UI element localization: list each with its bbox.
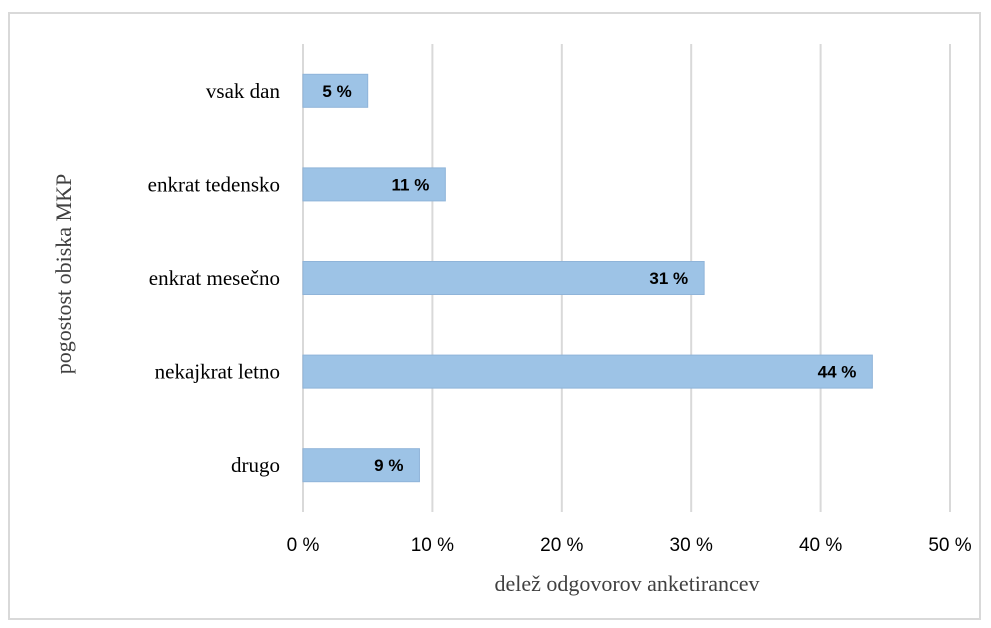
gridlines <box>302 44 951 512</box>
data-label: 31 % <box>649 269 688 288</box>
bar <box>302 167 446 202</box>
category-labels: vsak dan enkrat tedensko enkrat mesečno nek… <box>148 79 281 477</box>
bar <box>302 354 873 389</box>
x-tick-label: 50 % <box>928 535 971 556</box>
x-tick-label: 30 % <box>670 535 713 556</box>
bars <box>302 73 873 483</box>
data-label: 44 % <box>818 363 857 382</box>
x-tick-labels: 0 % 10 % 20 % 30 % 40 % 50 % <box>287 535 972 556</box>
category-label: drugo <box>231 453 280 477</box>
data-labels: 5 % 11 % 31 % 44 % 9 % <box>322 82 856 475</box>
bar <box>302 448 420 483</box>
bar <box>302 73 369 108</box>
data-label: 11 % <box>392 175 430 194</box>
x-tick-label: 20 % <box>540 535 583 556</box>
x-axis-title: delež odgovorov anketirancev <box>494 571 759 596</box>
x-tick-label: 40 % <box>799 535 842 556</box>
data-label: 9 % <box>374 456 403 475</box>
chart-frame <box>8 12 981 620</box>
y-axis-title: pogostost obiska MKP <box>51 174 76 374</box>
category-label: vsak dan <box>206 79 281 103</box>
category-label: enkrat mesečno <box>149 266 280 290</box>
category-label: enkrat tedensko <box>148 172 280 196</box>
x-tick-label: 10 % <box>411 535 454 556</box>
data-label: 5 % <box>322 82 351 101</box>
x-tick-label: 0 % <box>287 535 320 556</box>
bar <box>302 261 705 295</box>
category-label: nekajkrat letno <box>155 360 280 384</box>
